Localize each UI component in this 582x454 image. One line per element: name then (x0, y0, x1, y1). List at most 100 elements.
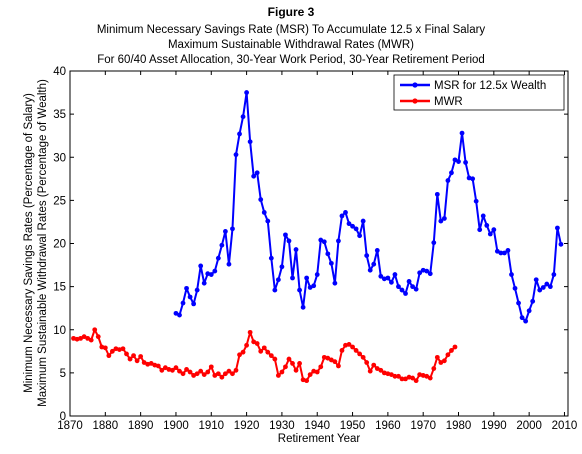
x-tick-label: 1900 (163, 420, 189, 432)
data-point-mwr (413, 378, 419, 384)
data-point-mwr (120, 346, 126, 352)
data-point-mwr (445, 352, 451, 358)
data-point-mwr (198, 368, 204, 374)
data-point-msr (290, 275, 295, 281)
axis-ticks: 1870 1880 1890 1900 1910 1920 1930 1940 1950 1960… (53, 66, 577, 432)
data-point-msr (223, 229, 228, 234)
data-point-mwr (247, 329, 253, 335)
data-point-msr (247, 139, 253, 145)
data-point-msr (470, 176, 476, 182)
x-tick-label: 1870 (57, 420, 83, 432)
data-point-msr (477, 227, 483, 233)
data-point-mwr (431, 366, 437, 371)
data-point-mwr (427, 375, 433, 381)
data-point-msr (526, 308, 532, 314)
data-point-msr (177, 312, 182, 318)
data-point-mwr (187, 369, 193, 375)
data-point-msr (427, 271, 433, 277)
x-tick-label: 1950 (340, 420, 366, 432)
data-point-mwr (261, 345, 267, 351)
data-point-msr (431, 240, 437, 246)
data-point-mwr (367, 368, 373, 374)
data-point-msr (328, 260, 334, 266)
x-tick-label: 1890 (128, 420, 154, 432)
data-point-msr (424, 268, 430, 274)
data-point-mwr (205, 369, 211, 375)
data-point-mwr (378, 367, 384, 373)
data-point-msr (293, 247, 299, 252)
data-point-msr (194, 287, 200, 293)
data-point-msr (230, 226, 235, 232)
data-point-mwr (240, 349, 246, 355)
data-point-msr (201, 280, 207, 286)
data-point-mwr (95, 334, 101, 340)
data-point-mwr (219, 374, 225, 380)
data-point-mwr (371, 362, 377, 368)
data-point-mwr (208, 364, 214, 370)
data-point-msr (321, 239, 327, 245)
data-point-mwr (396, 373, 401, 379)
data-point-mwr (353, 348, 359, 353)
data-point-mwr (332, 359, 338, 365)
data-point-msr (304, 275, 310, 281)
data-point-mwr (410, 375, 415, 381)
x-tick-label: 1980 (446, 420, 472, 432)
data-point-msr (336, 238, 341, 244)
data-point-mwr (237, 352, 242, 358)
data-point-mwr (230, 371, 235, 377)
data-point-msr (417, 270, 423, 276)
data-point-mwr (290, 360, 295, 366)
data-point-mwr (304, 378, 310, 384)
data-point-msr (403, 291, 408, 296)
data-point-mwr (297, 360, 302, 366)
data-point-msr (533, 277, 539, 283)
y-tick-label: 40 (53, 66, 66, 78)
legend-label-msr: MSR for 12.5x Wealth (434, 80, 546, 92)
data-point-msr (523, 318, 529, 324)
x-tick-label: 2000 (516, 420, 542, 432)
data-point-mwr (318, 364, 324, 370)
data-point-mwr (173, 365, 179, 371)
data-point-msr (254, 170, 260, 176)
data-point-msr (389, 279, 394, 285)
data-point-mwr (180, 371, 186, 377)
data-point-mwr (170, 367, 175, 373)
data-point-msr (212, 268, 218, 274)
data-point-mwr (346, 342, 352, 347)
data-point-mwr (127, 356, 133, 362)
data-point-msr (208, 272, 214, 277)
y-tick-label: 15 (53, 282, 66, 294)
data-point-mwr (124, 351, 129, 357)
data-point-msr (275, 277, 281, 283)
data-point-msr (456, 159, 461, 164)
data-point-mwr (138, 354, 144, 359)
data-point-msr (487, 231, 493, 237)
x-tick-label: 1930 (269, 420, 295, 432)
chart-subtitle-line-1: Minimum Necessary Savings Rate (MSR) To … (97, 24, 486, 36)
data-point-msr (463, 160, 468, 165)
data-point-msr (509, 272, 514, 277)
data-point-msr (184, 285, 189, 291)
data-point-mwr (279, 369, 285, 375)
data-point-mwr (233, 367, 239, 373)
data-point-mwr (258, 348, 264, 354)
data-point-mwr (226, 368, 232, 374)
data-point-msr (392, 272, 398, 277)
data-point-msr (258, 197, 264, 202)
data-point-msr (544, 281, 550, 287)
data-point-mwr (223, 371, 228, 377)
series-layer (71, 90, 564, 384)
data-point-msr (350, 223, 355, 229)
data-point-msr (215, 255, 221, 261)
data-point-msr (251, 173, 257, 179)
data-point-mwr (177, 368, 182, 374)
data-point-mwr (392, 373, 398, 379)
data-point-mwr (364, 360, 370, 365)
data-point-msr (325, 251, 331, 257)
data-point-mwr (92, 327, 98, 333)
data-point-msr (505, 248, 511, 253)
data-point-msr (297, 287, 302, 293)
data-point-msr (343, 210, 348, 215)
y-tick-label: 25 (53, 195, 66, 207)
